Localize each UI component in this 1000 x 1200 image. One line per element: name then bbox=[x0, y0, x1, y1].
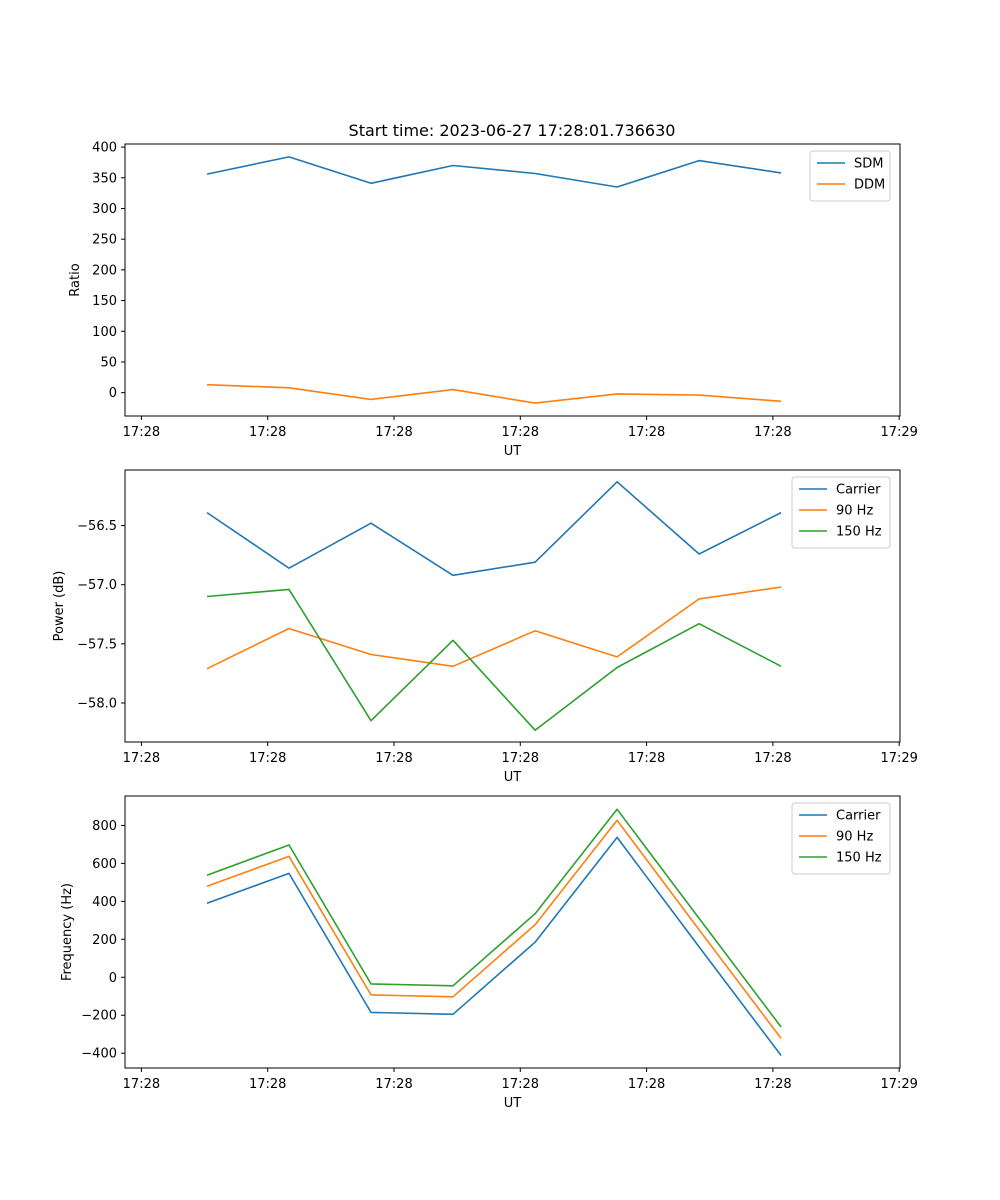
y-tick-label: −400 bbox=[81, 1047, 117, 1062]
legend-label: 90 Hz bbox=[836, 830, 873, 845]
y-tick-label: 200 bbox=[92, 933, 117, 948]
x-tick-label: 17:28 bbox=[249, 425, 286, 440]
legend-label: 90 Hz bbox=[836, 504, 873, 519]
x-tick-label: 17:28 bbox=[502, 751, 539, 766]
x-axis-label: UT bbox=[504, 770, 522, 785]
plot-area bbox=[124, 469, 901, 743]
x-tick-label: 17:28 bbox=[375, 751, 412, 766]
x-tick-label: 17:28 bbox=[754, 751, 791, 766]
series-line-90-hz bbox=[206, 819, 782, 1039]
panel-2: 17:28 17:28 17:28 17:28 17:28 17:28 17:29 UT −56… bbox=[52, 469, 918, 785]
x-tick-label: 17:28 bbox=[375, 425, 412, 440]
series-line-ddm bbox=[206, 383, 782, 404]
x-tick-label: 17:28 bbox=[123, 1077, 160, 1092]
legend-label: DDM bbox=[854, 178, 885, 193]
legend-label: 150 Hz bbox=[836, 525, 882, 540]
x-tick-label: 17:29 bbox=[880, 751, 917, 766]
plot-area bbox=[124, 143, 901, 417]
y-tick-label: −57.5 bbox=[77, 637, 117, 652]
legend: Carrier 90 Hz 150 Hz bbox=[791, 802, 891, 875]
x-tick-label: 17:28 bbox=[123, 425, 160, 440]
series-line-150-hz bbox=[206, 588, 782, 732]
y-tick-label: 150 bbox=[92, 294, 117, 309]
series-line-carrier bbox=[206, 480, 782, 577]
x-axis-label: UT bbox=[504, 1096, 522, 1111]
y-tick-label: 100 bbox=[92, 325, 117, 340]
panel-3: 17:28 17:28 17:28 17:28 17:28 17:28 17:29 UT 800… bbox=[60, 795, 918, 1111]
x-tick-label: 17:28 bbox=[249, 751, 286, 766]
panel-1: 17:28 17:28 17:28 17:28 17:28 17:28 17:29 UT 400… bbox=[68, 141, 918, 459]
legend-label: 150 Hz bbox=[836, 851, 882, 866]
series-line-sdm bbox=[206, 156, 782, 188]
y-tick-label: −200 bbox=[81, 1009, 117, 1024]
y-axis-label: Ratio bbox=[68, 263, 83, 296]
x-tick-label: 17:28 bbox=[249, 1077, 286, 1092]
x-tick-label: 17:28 bbox=[628, 425, 665, 440]
legend-label: SDM bbox=[854, 157, 883, 172]
x-axis-label: UT bbox=[504, 444, 522, 459]
y-tick-label: 600 bbox=[92, 857, 117, 872]
series-line-90-hz bbox=[206, 586, 782, 670]
y-tick-label: 800 bbox=[92, 819, 117, 834]
y-tick-label: −56.5 bbox=[77, 519, 117, 534]
y-tick-label: 50 bbox=[100, 355, 117, 370]
series-line-carrier bbox=[206, 836, 782, 1056]
legend: Carrier 90 Hz 150 Hz bbox=[791, 476, 891, 549]
y-tick-label: −58.0 bbox=[77, 696, 117, 711]
plot-area bbox=[124, 795, 901, 1069]
y-tick-label: 350 bbox=[92, 171, 117, 186]
chart-title: Start time: 2023-06-27 17:28:01.736630 bbox=[349, 121, 676, 140]
x-tick-label: 17:28 bbox=[754, 425, 791, 440]
y-tick-label: 0 bbox=[109, 971, 117, 986]
legend: SDM DDM bbox=[809, 150, 891, 202]
series-line-150-hz bbox=[206, 808, 782, 1028]
y-tick-label: −57.0 bbox=[77, 578, 117, 593]
legend-label: Carrier bbox=[836, 809, 881, 824]
x-tick-label: 17:28 bbox=[375, 1077, 412, 1092]
y-tick-label: 250 bbox=[92, 233, 117, 248]
x-tick-label: 17:28 bbox=[628, 751, 665, 766]
x-tick-label: 17:29 bbox=[880, 425, 917, 440]
x-tick-label: 17:29 bbox=[880, 1077, 917, 1092]
y-tick-label: 0 bbox=[109, 386, 117, 401]
x-tick-label: 17:28 bbox=[628, 1077, 665, 1092]
y-axis-label: Power (dB) bbox=[52, 571, 67, 642]
x-tick-label: 17:28 bbox=[754, 1077, 791, 1092]
y-tick-label: 400 bbox=[92, 895, 117, 910]
x-tick-label: 17:28 bbox=[123, 751, 160, 766]
legend-label: Carrier bbox=[836, 483, 881, 498]
x-tick-label: 17:28 bbox=[502, 1077, 539, 1092]
y-tick-label: 200 bbox=[92, 263, 117, 278]
x-tick-label: 17:28 bbox=[502, 425, 539, 440]
y-tick-label: 400 bbox=[92, 141, 117, 156]
y-axis-label: Frequency (Hz) bbox=[60, 883, 75, 981]
y-tick-label: 300 bbox=[92, 202, 117, 217]
